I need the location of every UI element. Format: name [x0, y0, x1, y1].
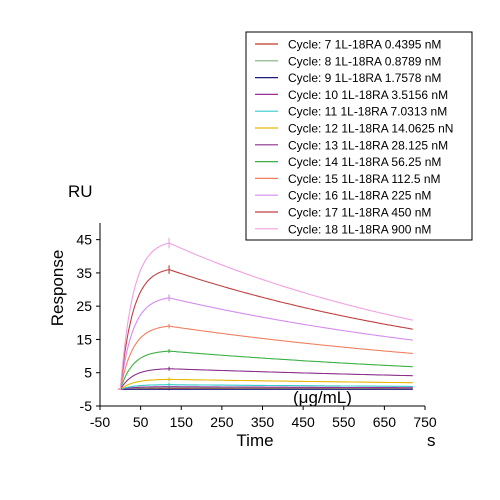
legend-label: Cycle: 13 1L-18RA 28.125 nM	[288, 138, 448, 152]
x-tick-label: 550	[332, 414, 356, 430]
y-tick-label: 15	[76, 331, 92, 347]
legend-label: Cycle: 14 1L-18RA 56.25 nM	[288, 155, 441, 169]
series-line	[118, 325, 413, 390]
legend-label: Cycle: 11 1L-18RA 7.0313 nM	[288, 105, 447, 119]
legend-label: Cycle: 17 1L-18RA 450 nM	[288, 206, 431, 220]
series-line	[118, 387, 413, 390]
series-line	[118, 384, 413, 390]
y-tick-label: 45	[76, 232, 92, 248]
legend-label: Cycle: 9 1L-18RA 1.7578 nM	[288, 71, 441, 85]
x-tick-label: 750	[413, 414, 437, 430]
y-tick-label: 5	[84, 365, 92, 381]
y-tick-label: 35	[76, 265, 92, 281]
y-axis-unit: RU	[68, 182, 93, 201]
legend-label: Cycle: 12 1L-18RA 14.0625 nN	[288, 122, 453, 136]
y-axis-title: Response	[48, 250, 67, 327]
legend: Cycle: 7 1L-18RA 0.4395 nM Cycle: 8 1L-18…	[245, 31, 473, 241]
x-axis-unit: s	[427, 431, 436, 450]
legend-box	[245, 31, 473, 241]
legend-label: Cycle: 18 1L-18RA 900 nM	[288, 222, 431, 236]
series-line	[118, 386, 413, 390]
x-tick-label: 350	[251, 414, 275, 430]
x-tick-label: 250	[210, 414, 234, 430]
concentration-annotation: (μg/mL)	[293, 388, 352, 407]
series-line	[118, 297, 413, 390]
y-axis-ticks: -5 5 15 25 35 45	[76, 232, 100, 414]
series-line	[118, 350, 413, 390]
legend-label: Cycle: 15 1L-18RA 112.5 nM	[288, 172, 441, 186]
series-line	[118, 269, 413, 390]
legend-entries: Cycle: 7 1L-18RA 0.4395 nM Cycle: 8 1L-18…	[255, 38, 453, 236]
series-lines	[118, 237, 413, 391]
x-tick-label: 50	[133, 414, 149, 430]
series-line	[118, 378, 413, 390]
series-line	[118, 242, 413, 390]
x-tick-label: 650	[373, 414, 397, 430]
legend-label: Cycle: 8 1L-18RA 0.8789 nM	[288, 54, 441, 68]
y-tick-label: 25	[76, 298, 92, 314]
legend-label: Cycle: 7 1L-18RA 0.4395 nM	[288, 38, 441, 52]
x-tick-label: 450	[291, 414, 315, 430]
x-tick-label: -50	[90, 414, 110, 430]
legend-label: Cycle: 16 1L-18RA 225 nM	[288, 189, 431, 203]
y-tick-label: -5	[80, 398, 93, 414]
series-line	[118, 368, 413, 390]
x-axis-ticks: -50 50 150 250 350 450 550 650 750	[90, 406, 437, 430]
x-axis-title: Time	[236, 431, 273, 450]
legend-label: Cycle: 10 1L-18RA 3.5156 nM	[288, 88, 448, 102]
x-tick-label: 150	[170, 414, 194, 430]
